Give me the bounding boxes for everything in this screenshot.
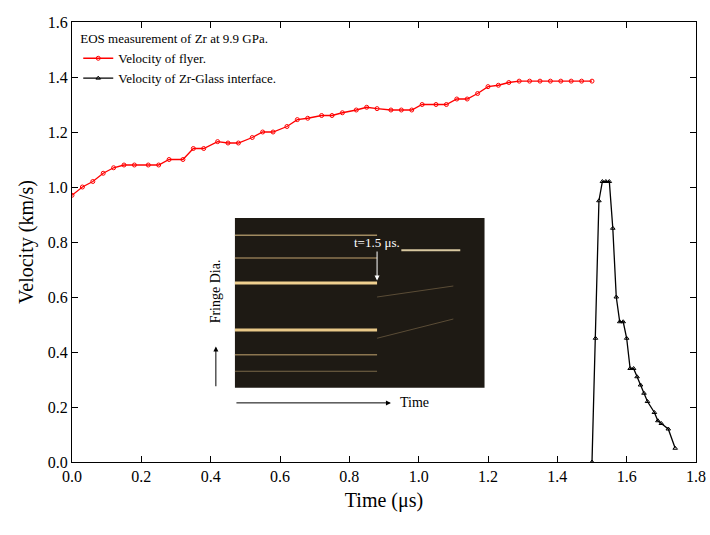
svg-text:0.0: 0.0: [48, 454, 68, 471]
svg-text:0.8: 0.8: [48, 234, 68, 251]
svg-text:Velocity of Zr-Glass interface: Velocity of Zr-Glass interface.: [118, 71, 276, 86]
svg-text:0.4: 0.4: [201, 468, 221, 485]
svg-text:0.0: 0.0: [62, 468, 82, 485]
svg-text:0.6: 0.6: [270, 468, 290, 485]
svg-text:0.8: 0.8: [339, 468, 359, 485]
svg-text:0.4: 0.4: [48, 344, 68, 361]
svg-text:1.2: 1.2: [48, 124, 68, 141]
svg-text:Velocity of flyer.: Velocity of flyer.: [118, 51, 206, 66]
svg-text:Time: Time: [400, 395, 429, 410]
svg-text:Velocity (km/s): Velocity (km/s): [15, 180, 38, 304]
svg-text:1.4: 1.4: [547, 468, 567, 485]
svg-text:1.6: 1.6: [617, 468, 637, 485]
svg-text:0.6: 0.6: [48, 289, 68, 306]
svg-text:1.4: 1.4: [48, 69, 68, 86]
svg-text:Fringe Dia.: Fringe Dia.: [208, 260, 223, 324]
svg-text:1.2: 1.2: [478, 468, 498, 485]
svg-text:1.6: 1.6: [48, 14, 68, 31]
svg-text:0.2: 0.2: [48, 399, 68, 416]
svg-text:1.0: 1.0: [48, 179, 68, 196]
svg-text:Time (μs): Time (μs): [345, 489, 423, 512]
svg-text:1.0: 1.0: [409, 468, 429, 485]
svg-text:EOS measurement of Zr at 9.9 G: EOS measurement of Zr at 9.9 GPa.: [80, 31, 268, 46]
svg-text:0.2: 0.2: [131, 468, 151, 485]
svg-text:1.8: 1.8: [686, 468, 706, 485]
svg-text:t=1.5 μs.: t=1.5 μs.: [354, 235, 400, 250]
